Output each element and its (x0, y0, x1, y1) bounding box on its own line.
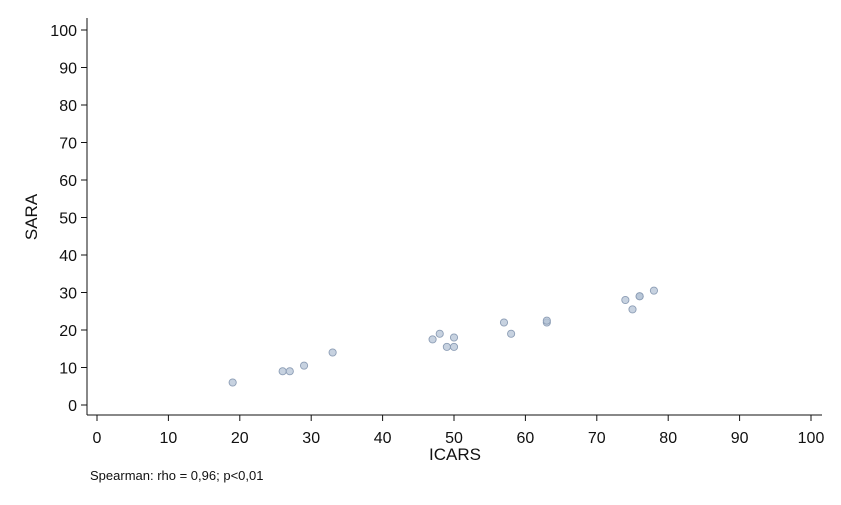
data-point (428, 335, 437, 344)
data-point (278, 367, 287, 376)
y-tick-label: 100 (50, 23, 77, 40)
x-tick-label: 50 (445, 430, 463, 447)
y-axis-title: SARA (22, 193, 41, 240)
y-tick-label: 60 (59, 173, 77, 190)
data-point (542, 316, 551, 325)
y-tick-label: 0 (68, 398, 77, 415)
data-point (628, 305, 637, 314)
x-tick-label: 10 (160, 430, 178, 447)
y-tick-label: 10 (59, 361, 77, 378)
y-tick-label: 80 (59, 98, 77, 115)
data-point (507, 329, 516, 338)
y-tick-label: 50 (59, 211, 77, 228)
x-tick-label: 80 (659, 430, 677, 447)
y-axis: 0 10 20 30 40 50 60 70 80 90 100 (50, 18, 88, 415)
data-point (649, 286, 658, 295)
y-tick-label: 30 (59, 286, 77, 303)
x-axis-title: ICARS (429, 445, 481, 464)
data-point (285, 367, 294, 376)
y-tick-label: 70 (59, 136, 77, 153)
y-tick-label: 90 (59, 61, 77, 78)
data-point (228, 378, 237, 387)
data-point (300, 361, 309, 370)
data-point (449, 342, 459, 351)
statistics-note: Spearman: rho = 0,96; p<0,01 (90, 468, 264, 483)
x-tick-label: 60 (517, 430, 535, 447)
data-point (328, 348, 337, 357)
x-tick-label: 90 (731, 430, 749, 447)
data-point (635, 292, 644, 301)
data-point (449, 333, 459, 342)
data-point (621, 295, 630, 305)
x-axis: 0 10 20 30 40 50 60 70 80 90 100 (87, 414, 825, 447)
x-tick-label: 20 (231, 430, 249, 447)
x-tick-label: 0 (93, 430, 102, 447)
data-point (499, 318, 509, 327)
x-tick-label: 70 (588, 430, 606, 447)
x-tick-label: 40 (374, 430, 392, 447)
x-tick-label: 100 (798, 430, 825, 447)
y-tick-label: 20 (59, 323, 77, 340)
data-point (442, 342, 451, 351)
data-point (435, 329, 444, 338)
x-tick-label: 30 (302, 430, 320, 447)
data-points (228, 286, 658, 387)
y-tick-label: 40 (59, 248, 77, 265)
